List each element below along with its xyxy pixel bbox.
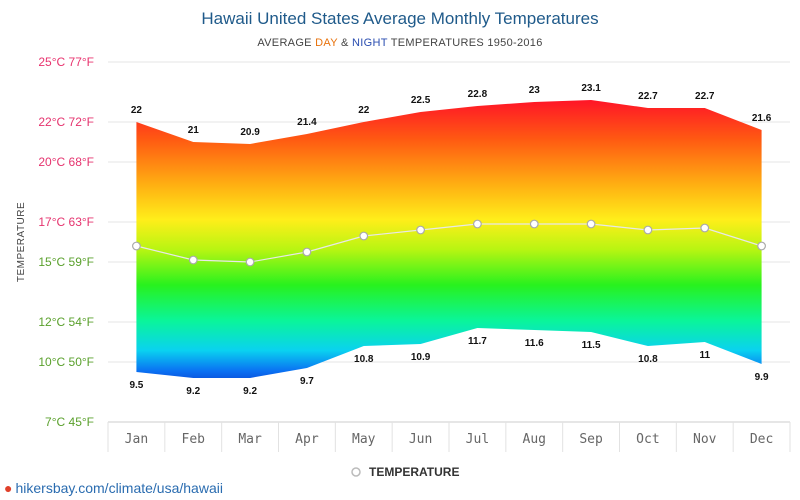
subtitle-suffix: TEMPERATURES 1950-2016 [388,37,543,49]
legend-marker-icon [351,467,361,477]
temperature-point[interactable] [586,219,596,229]
day-value-label: 22.7 [695,91,715,102]
night-value-label: 9.7 [300,376,314,387]
y-tick-label: 20°C 68°F [38,155,94,169]
day-value-label: 22.5 [411,95,431,106]
y-axis-label: TEMPERATURE [16,202,27,282]
night-value-labels: 9.5 9.2 9.2 9.7 10.8 10.9 11.7 11.6 11.5 10.8 11 9.… [129,336,769,397]
temperature-point[interactable] [245,257,255,267]
chart-title: Hawaii United States Average Monthly Tem… [201,9,598,28]
day-value-labels: 22 21 20.9 21.4 22 22.5 22.8 23 23.1 22.7 22.7 21.6 [131,83,772,138]
y-tick-label: 12°C 54°F [38,315,94,329]
night-value-label: 11.7 [468,336,487,347]
x-tick-label: Mar [238,432,262,447]
night-value-label: 9.5 [129,380,143,391]
night-value-label: 11 [699,350,710,361]
temperature-line [136,223,762,263]
source-link[interactable]: ● hikersbay.com/climate/usa/hawaii [4,480,223,496]
temperature-point[interactable] [132,241,141,251]
y-tick-label: 10°C 50°F [38,355,94,369]
x-tick-label: Dec [750,432,773,447]
night-value-label: 11.6 [525,338,544,349]
day-value-label: 20.9 [240,127,260,138]
x-tick-label: Feb [182,432,206,447]
subtitle-night: NIGHT [352,37,388,49]
temperature-point[interactable] [529,219,539,229]
legend[interactable]: TEMPERATURE [351,465,459,479]
x-tick-label: Apr [295,432,319,447]
day-value-label: 22 [358,105,370,116]
y-tick-label: 15°C 59°F [38,255,94,269]
temperature-point[interactable] [416,225,425,235]
x-tick-label: Jul [466,432,489,447]
temperature-point[interactable] [700,223,710,233]
location-pin-icon: ● [4,480,13,496]
temperature-points [132,219,766,267]
day-value-label: 22.8 [468,89,488,100]
day-value-label: 22.7 [638,91,658,102]
chart-subtitle: AVERAGE DAY & NIGHT TEMPERATURES 1950-20… [257,37,542,49]
subtitle-prefix: AVERAGE [257,37,315,49]
day-value-label: 22 [131,105,143,116]
y-tick-label: 7°C 45°F [45,415,94,429]
legend-label: TEMPERATURE [369,465,459,479]
y-tick-label: 22°C 72°F [38,115,94,129]
x-axis: Jan Feb Mar Apr May Jun Jul Aug Sep Oct Nov Dec [107,421,791,452]
subtitle-day: DAY [315,37,338,49]
temperature-point[interactable] [757,241,766,251]
temperature-point[interactable] [359,231,369,241]
day-value-label: 21.4 [297,117,317,128]
temperature-point[interactable] [643,225,653,235]
x-tick-label: Aug [523,432,546,447]
night-value-label: 9.2 [186,386,200,397]
x-tick-label: Nov [693,432,717,447]
day-value-label: 23 [529,85,541,96]
x-tick-label: Sep [579,432,603,447]
temperature-point[interactable] [188,255,198,265]
y-tick-label: 17°C 63°F [38,215,94,229]
temperature-point[interactable] [302,247,312,257]
day-value-label: 23.1 [581,83,601,94]
temperature-point[interactable] [473,219,482,229]
x-tick-label: May [352,432,376,447]
y-tick-label: 25°C 77°F [38,55,94,69]
night-value-label: 9.9 [755,372,769,383]
x-tick-label: Jan [125,432,148,447]
night-value-label: 11.5 [582,340,601,351]
x-tick-label: Oct [636,432,659,447]
night-value-label: 10.8 [638,354,658,365]
night-value-label: 10.9 [411,352,431,363]
source-url: hikersbay.com/climate/usa/hawaii [15,480,223,496]
x-tick-label: Jun [409,432,432,447]
subtitle-middle: & [338,37,352,49]
night-value-label: 10.8 [354,354,374,365]
y-axis: 25°C 77°F 22°C 72°F 20°C 68°F 17°C 63°F 15°C… [38,55,94,429]
day-value-label: 21.6 [752,113,772,124]
temperature-band [136,100,762,378]
night-value-label: 9.2 [243,386,257,397]
day-value-label: 21 [188,125,200,136]
